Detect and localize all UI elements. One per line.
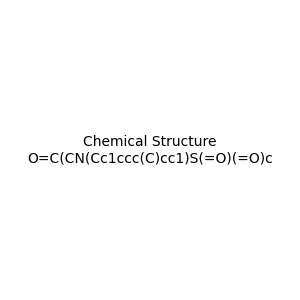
Text: Chemical Structure
O=C(CN(Cc1ccc(C)cc1)S(=O)(=O)c: Chemical Structure O=C(CN(Cc1ccc(C)cc1)S… <box>27 135 273 165</box>
